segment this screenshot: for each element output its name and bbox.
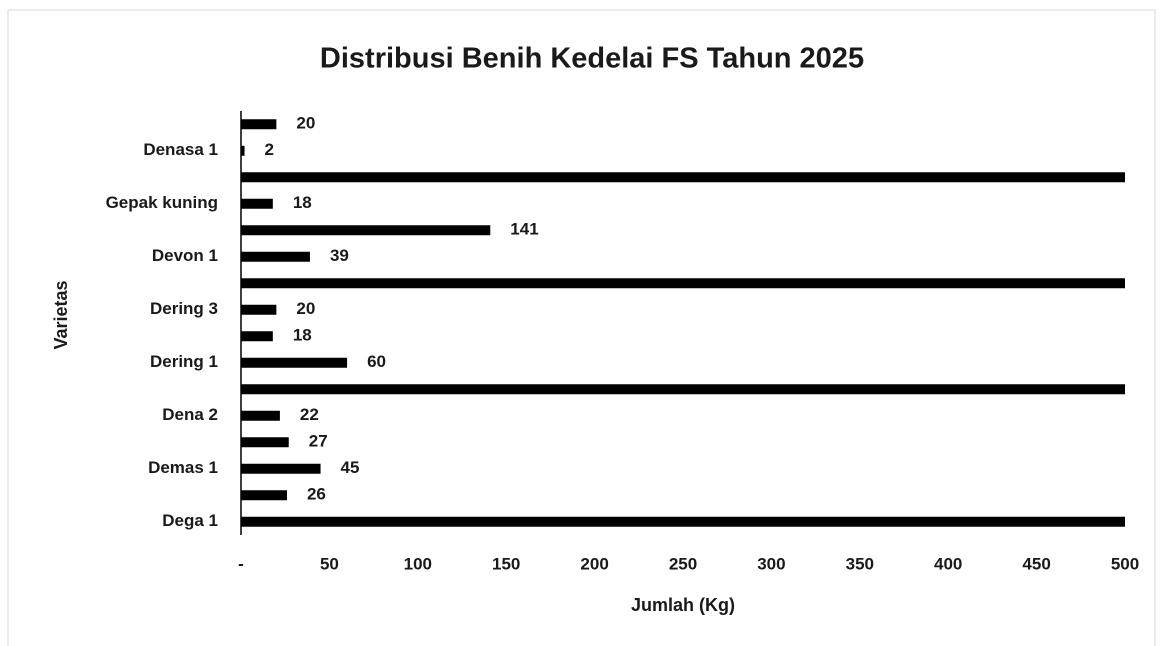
y-tick-label: Dena 2 bbox=[162, 405, 218, 424]
y-axis-label: Varietas bbox=[51, 280, 71, 349]
data-label: 22 bbox=[300, 405, 319, 424]
bar bbox=[241, 410, 280, 421]
data-label: 141 bbox=[510, 220, 538, 239]
y-tick-label: Gepak kuning bbox=[106, 193, 218, 212]
x-tick-label: - bbox=[238, 554, 244, 573]
bar bbox=[241, 172, 1125, 183]
chart-frame bbox=[7, 9, 1156, 646]
bar bbox=[241, 119, 277, 130]
bar bbox=[241, 357, 348, 368]
data-label: 20 bbox=[296, 299, 315, 318]
y-tick-label: Dering 3 bbox=[150, 299, 218, 318]
x-tick-label: 150 bbox=[492, 554, 520, 573]
bar bbox=[241, 278, 1125, 289]
y-tick-label: Demas 1 bbox=[148, 458, 218, 477]
bar bbox=[241, 384, 1125, 395]
chart-title: Distribusi Benih Kedelai FS Tahun 2025 bbox=[320, 43, 864, 75]
x-tick-label: 450 bbox=[1022, 554, 1050, 573]
bar bbox=[241, 516, 1125, 527]
x-tick-label: 400 bbox=[934, 554, 962, 573]
bar bbox=[241, 490, 287, 501]
x-tick-label: 300 bbox=[757, 554, 785, 573]
bar bbox=[241, 437, 289, 448]
x-tick-label: 50 bbox=[320, 554, 339, 573]
bar bbox=[241, 198, 273, 209]
x-tick-label: 250 bbox=[669, 554, 697, 573]
x-tick-label: 100 bbox=[404, 554, 432, 573]
bar bbox=[241, 463, 321, 474]
x-tick-label: 500 bbox=[1111, 554, 1139, 573]
data-label: 26 bbox=[307, 485, 326, 504]
y-tick-label: Devon 1 bbox=[152, 246, 218, 265]
data-label: 45 bbox=[341, 458, 360, 477]
data-label: 27 bbox=[309, 432, 328, 451]
bar bbox=[241, 251, 310, 262]
bar bbox=[241, 304, 277, 315]
bar bbox=[241, 331, 273, 342]
bar bbox=[241, 145, 245, 156]
bar bbox=[241, 225, 491, 236]
x-axis-label: Jumlah (Kg) bbox=[631, 595, 735, 615]
y-tick-label: Dering 1 bbox=[150, 352, 218, 371]
y-tick-label: Denasa 1 bbox=[143, 140, 218, 159]
data-label: 2 bbox=[265, 140, 274, 159]
x-tick-label: 200 bbox=[580, 554, 608, 573]
data-label: 18 bbox=[293, 326, 312, 345]
data-label: 60 bbox=[367, 352, 386, 371]
y-tick-label: Dega 1 bbox=[162, 511, 218, 530]
data-label: 39 bbox=[330, 246, 349, 265]
data-label: 18 bbox=[293, 193, 312, 212]
data-label: 20 bbox=[296, 114, 315, 133]
x-tick-label: 350 bbox=[846, 554, 874, 573]
